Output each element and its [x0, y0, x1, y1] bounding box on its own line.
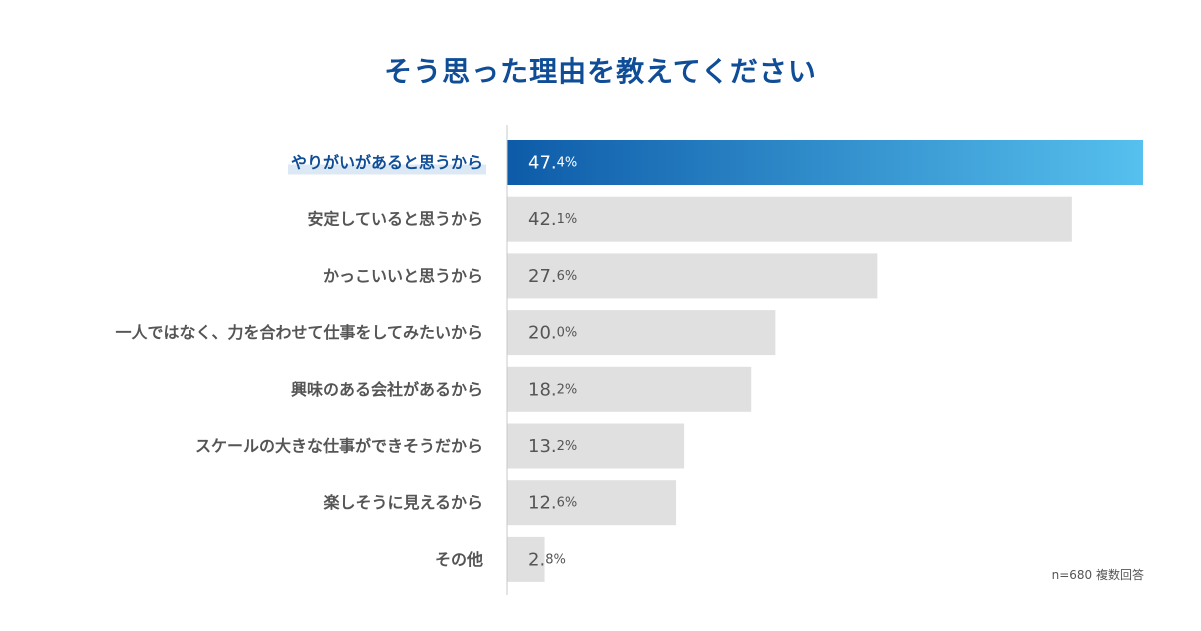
value-label-decimal: 2%: [557, 439, 578, 454]
value-label: 27.6%: [528, 265, 577, 286]
value-label-decimal: 8%: [545, 552, 566, 567]
bar: [507, 196, 1072, 242]
value-label: 18.2%: [528, 379, 577, 400]
category-label: 楽しそうに見えるから: [322, 493, 483, 512]
value-label: 47.4%: [528, 152, 577, 173]
value-label: 13.2%: [528, 436, 577, 457]
value-label: 2.8%: [528, 549, 566, 570]
value-label-decimal: 1%: [557, 212, 578, 227]
bar: [507, 310, 776, 356]
category-label: 興味のある会社があるから: [291, 380, 483, 399]
category-label: その他: [435, 550, 483, 569]
value-label-decimal: 6%: [557, 495, 578, 510]
value-label: 12.6%: [528, 492, 577, 513]
category-label: 安定していると思うから: [307, 210, 483, 229]
bar: [507, 480, 677, 526]
bar: [507, 536, 545, 582]
value-label-main: 18.: [528, 379, 557, 400]
value-label-main: 20.: [528, 322, 557, 343]
value-label: 20.0%: [528, 322, 577, 343]
value-label-main: 42.: [528, 209, 557, 230]
value-label-decimal: 4%: [557, 155, 578, 170]
bar: [507, 423, 685, 469]
category-label: かっこいいと思うから: [323, 266, 483, 285]
highlight-label-underline: [287, 164, 486, 175]
value-label-main: 12.: [528, 492, 557, 513]
category-label: 一人ではなく、力を合わせて仕事をしてみたいから: [115, 323, 483, 342]
bar: [507, 366, 752, 412]
value-label-main: 2.: [528, 549, 545, 570]
bar: [507, 140, 1143, 185]
category-label: スケールの大きな仕事ができそうだから: [195, 437, 483, 456]
bars-layer: やりがいがあると思うから 47.4% 安定していると思うから 42.1% かっこいいと思…: [115, 140, 1143, 582]
value-label-decimal: 6%: [557, 268, 578, 283]
value-label-main: 47.: [528, 152, 557, 173]
category-label: やりがいがあると思うから: [291, 153, 483, 172]
value-label-decimal: 0%: [557, 325, 578, 340]
value-label-main: 13.: [528, 436, 557, 457]
sample-note: n=680 複数回答: [1051, 568, 1144, 582]
chart-title: そう思った理由を教えてください: [384, 55, 817, 88]
value-label-main: 27.: [528, 265, 557, 286]
value-label: 42.1%: [528, 209, 577, 230]
bar: [507, 253, 878, 299]
value-label-decimal: 2%: [557, 382, 578, 397]
